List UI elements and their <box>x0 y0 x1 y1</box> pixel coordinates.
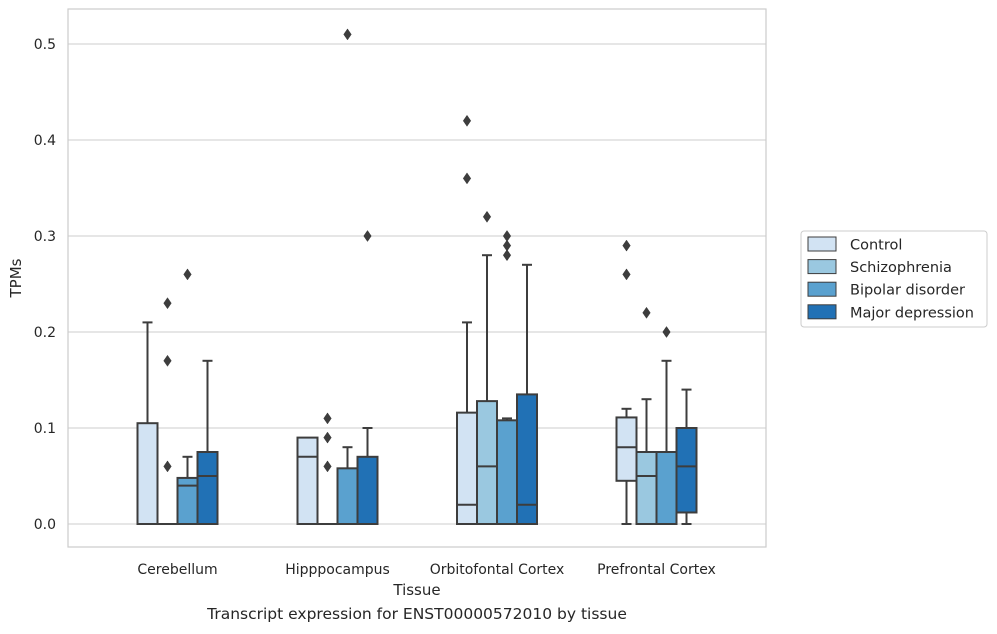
box-body <box>675 427 698 514</box>
outlier-point <box>343 28 352 41</box>
outlier-point <box>502 239 512 252</box>
box-body <box>635 451 658 525</box>
x-tick-label: Cerebellum <box>137 562 217 578</box>
box-body <box>496 419 518 526</box>
legend: Control Schizophrenia Bipolar disorder Majo… <box>800 230 988 328</box>
box-body <box>615 416 638 482</box>
box-control <box>296 436 319 526</box>
outlier-point <box>462 114 472 127</box>
box-body <box>516 393 538 525</box>
legend-swatch <box>807 259 837 275</box>
box-body <box>296 436 319 526</box>
box-body <box>196 451 219 525</box>
chart-caption: Transcript expression for ENST0000057201… <box>207 605 627 623</box>
y-tick-label: 0.2 <box>34 325 56 341</box>
box-body <box>655 451 678 525</box>
y-tick-label: 0.3 <box>34 229 56 245</box>
box-bipolar-disorder <box>336 28 359 526</box>
legend-swatch <box>807 236 837 252</box>
box-major-depression <box>675 388 698 525</box>
outlier-point <box>662 326 671 338</box>
box-schizophrenia <box>476 210 498 525</box>
legend-label: Control <box>850 238 902 254</box>
x-axis-label: Tissue <box>392 581 440 599</box>
outlier-point <box>163 297 172 310</box>
box-major-depression <box>196 359 219 525</box>
legend-label: Major depression <box>850 305 974 321</box>
y-tick-label: 0.0 <box>34 517 56 533</box>
x-tick-labels: Cerebellum Hipppocampus Orbitofontal Corte… <box>137 562 715 578</box>
outlier-point <box>462 172 472 185</box>
outlier-point <box>163 354 172 367</box>
box-body <box>356 455 379 525</box>
box-control <box>615 239 638 525</box>
outlier-point <box>323 412 332 425</box>
box-body <box>456 411 478 526</box>
outlier-point <box>323 431 332 444</box>
outlier-point <box>163 460 172 473</box>
plot-frame <box>67 8 767 548</box>
outlier-point <box>323 460 332 473</box>
outlier-point <box>363 230 372 242</box>
legend-frame <box>800 230 988 328</box>
outlier-point <box>622 239 631 252</box>
outlier-point <box>622 268 631 281</box>
outlier-point <box>482 210 492 223</box>
box-major-depression <box>516 263 538 525</box>
box-body <box>476 400 498 525</box>
box-body <box>336 467 359 526</box>
box-body <box>136 422 159 526</box>
y-tick-label: 0.5 <box>34 37 56 53</box>
x-tick-label: Hipppocampus <box>285 562 390 578</box>
outlier-point <box>183 268 192 281</box>
y-tick-label: 0.1 <box>34 421 56 437</box>
legend-label: Schizophrenia <box>850 260 952 276</box>
x-tick-label: Orbitofontal Cortex <box>430 562 565 578</box>
legend-swatch <box>807 304 837 320</box>
box-bipolar-disorder <box>496 230 518 526</box>
outlier-point <box>642 306 651 319</box>
box-major-depression <box>356 230 379 525</box>
box-control <box>136 321 159 526</box>
box-series <box>136 28 698 526</box>
legend-swatch <box>807 281 837 297</box>
box-schizophrenia <box>156 297 179 526</box>
box-bipolar-disorder <box>655 326 678 525</box>
legend-label: Bipolar disorder <box>850 283 965 299</box>
outlier-point <box>502 249 512 262</box>
box-schizophrenia <box>635 306 658 525</box>
outlier-point <box>502 230 512 242</box>
y-tick-labels: 0.0 0.1 0.2 0.3 0.4 0.5 <box>34 37 56 533</box>
box-control <box>456 114 478 526</box>
box-bipolar-disorder <box>176 268 199 526</box>
box-schizophrenia <box>316 412 339 526</box>
y-axis-label: TPMs <box>7 258 25 298</box>
y-tick-label: 0.4 <box>34 133 56 149</box>
x-tick-label: Prefrontal Cortex <box>597 562 716 578</box>
